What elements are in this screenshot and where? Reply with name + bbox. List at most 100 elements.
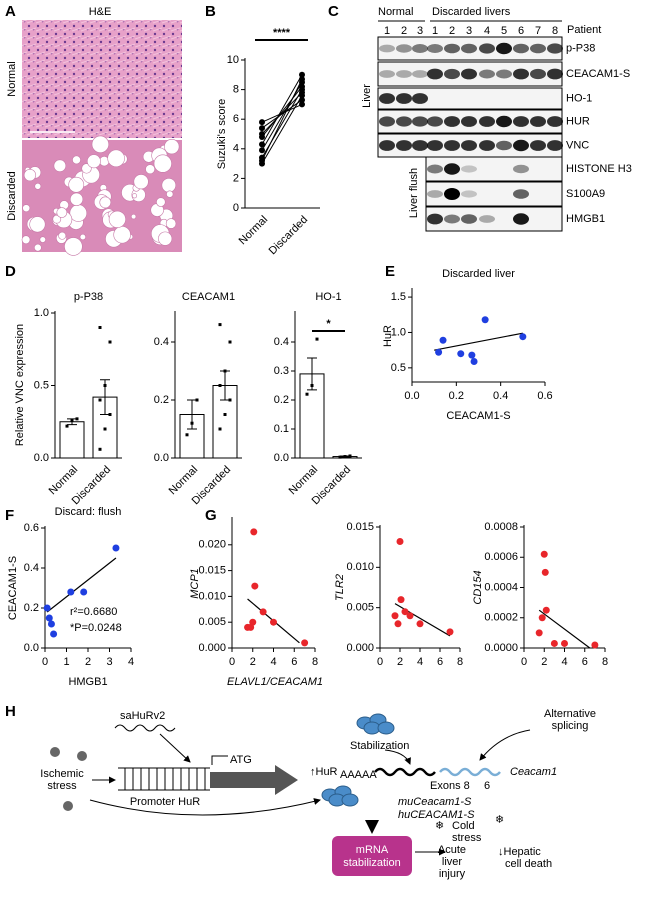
band [547,116,563,127]
point [457,350,465,358]
diagram-label: muCeacam1-S [398,796,472,808]
band [396,140,412,151]
vacuole [164,138,180,155]
point [103,384,107,387]
point [396,538,404,546]
box [332,836,412,876]
point [406,612,414,620]
y-axis-label: HuR [382,325,394,347]
point [47,620,55,628]
point [299,89,305,96]
x-tick-label: 3 [106,656,112,668]
band [412,140,428,151]
band [396,93,412,104]
vacuole [34,182,42,190]
vacuole [153,154,172,173]
point [259,147,265,154]
stat-annotation: *P=0.0248 [70,622,122,634]
x-tick-label: 1 [63,656,69,668]
diagram-label: Ceacam1 [510,766,557,778]
panel-label: B [205,3,216,20]
y-tick-label: 0.4 [154,336,169,348]
fit-line [46,557,117,613]
panel-label: F [5,507,14,524]
point [535,629,543,637]
y-tick-label: 0.0006 [484,551,518,563]
band [547,68,563,80]
chart-title: Discard: flush [55,506,122,518]
y-tick-label: 0.010 [198,590,226,602]
y-tick-label: 0.6 [24,522,39,534]
band [427,44,443,53]
y-axis-label: MCP1 [189,568,201,599]
band [513,164,529,174]
band [530,43,546,54]
vacuole [23,168,37,182]
band [530,140,546,151]
point [259,608,267,616]
exon [439,767,501,777]
y-tick-label: 0.5 [34,379,49,391]
diagram-label: ↓Hepatic [498,846,541,858]
vacuole [161,178,177,193]
y-tick-label: 0.020 [198,539,226,551]
point [259,119,265,126]
arrow [384,749,411,765]
point [416,620,424,628]
point [338,455,342,459]
point [305,392,309,396]
point [315,337,319,341]
y-tick-label: 0.0 [34,452,49,464]
vacuole [107,149,125,168]
band [444,68,460,80]
point [103,427,107,431]
lane-label: 3 [417,25,423,37]
vacuole [33,243,42,252]
band [444,188,460,200]
band [547,43,563,54]
vacuole [39,236,46,243]
chart-title: HO-1 [315,291,341,303]
y-tick-label: 0.4 [274,336,289,348]
point [228,340,232,344]
band [427,190,443,198]
protein [321,713,395,807]
point [446,628,454,636]
y-axis-label: Relative VNC expression [14,324,26,446]
point [435,348,443,356]
point [98,447,102,451]
lane-label: 4 [484,25,490,37]
vacuole [158,231,173,246]
panel-label: H [5,703,16,720]
x-tick-label: 8 [312,656,318,668]
x-tick-label: Discarded [267,214,311,258]
blot-row-label: CEACAM1-S [566,68,630,80]
band [379,93,395,104]
blot-section: Liver [361,84,373,108]
point [540,550,548,558]
band [444,140,460,151]
point [218,384,222,387]
x-tick-label: 2 [397,656,403,668]
vacuole [58,231,67,240]
point [591,641,599,649]
y-tick-label: 0.0008 [484,521,518,533]
point [80,588,88,596]
pair-line [261,86,303,138]
point [112,544,120,552]
vacuole [69,192,84,206]
y-tick-label: 10 [227,54,239,66]
point [299,76,305,83]
point [108,413,112,416]
significance-label: * [326,318,331,330]
point [299,71,305,78]
y-tick-label: 0.2 [274,394,289,406]
blot-group: Discarded livers [432,6,511,18]
arrow [159,733,191,763]
blot-row-label: VNC [566,139,589,151]
x-tick-label: 2 [541,656,547,668]
point [541,568,549,576]
band [427,164,443,174]
stars [50,747,87,811]
band [513,139,529,152]
